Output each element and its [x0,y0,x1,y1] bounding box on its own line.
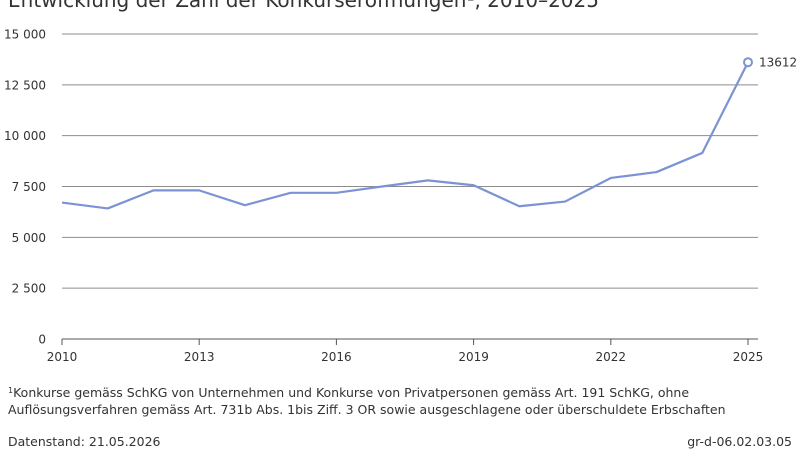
y-axis-ticks: 0 2 500 5 000 7 500 10 000 12 500 15 000 [4,28,46,347]
y-tick-label: 5 000 [12,231,46,245]
y-tick-label: 7 500 [12,180,46,194]
x-tick-label: 2022 [596,350,627,364]
series-line-0 [61,61,749,210]
y-tick-label: 15 000 [4,28,46,42]
x-axis: 2010 2013 2016 2019 2022 2025 [47,339,764,364]
y-tick-label: 12 500 [4,78,46,92]
x-tick-label: 2019 [458,350,489,364]
y-tick-label: 0 [38,333,46,347]
y-tick-label: 10 000 [4,129,46,143]
data-status: Datenstand: 21.05.2026 [8,434,161,449]
gridlines [62,33,758,340]
annotations: 13612 [743,56,797,70]
x-tick-label: 2025 [733,350,764,364]
x-tick-label: 2010 [47,350,78,364]
chart-title: Entwicklung der Zahl der Konkurseröffnun… [8,0,599,12]
x-tick-label: 2016 [321,350,352,364]
series-lines [61,61,749,210]
footnote-text: Konkurse gemäss SchKG von Unternehmen un… [8,385,726,417]
data-label: 13612 [759,56,797,70]
data-point-marker [743,57,753,68]
footnote: 1Konkurse gemäss SchKG von Unternehmen u… [8,384,792,418]
chart-code: gr-d-06.02.03.05 [687,434,792,449]
y-tick-label: 2 500 [12,282,46,296]
x-tick-label: 2013 [184,350,215,364]
footnote-marker: 1 [8,386,14,395]
